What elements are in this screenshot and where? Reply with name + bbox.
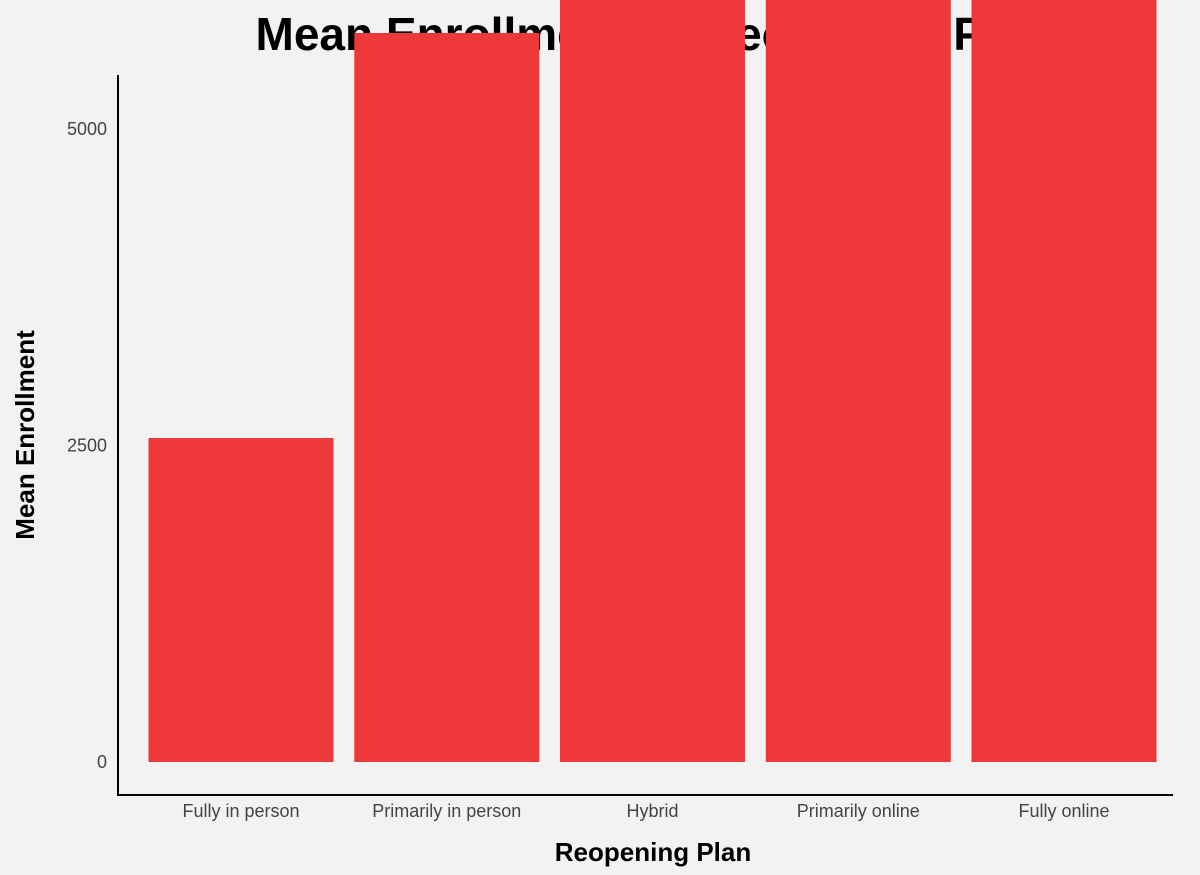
bar-fully-online bbox=[971, 0, 1157, 763]
y-tick-label: 2500 bbox=[67, 436, 107, 456]
bar-fully-in-person bbox=[148, 438, 334, 762]
x-tick-label: Hybrid bbox=[626, 801, 678, 821]
bar-primarily-online bbox=[765, 0, 951, 762]
bar-primarily-in-person bbox=[354, 33, 540, 762]
x-axis-ticks: Fully in person Primarily in person Hybrid… bbox=[182, 801, 1109, 821]
bars-group bbox=[148, 0, 1157, 763]
y-axis-ticks: 025005000750010000 bbox=[67, 119, 107, 772]
x-tick-label: Fully online bbox=[1018, 801, 1109, 821]
x-tick-label: Primarily in person bbox=[372, 801, 521, 821]
y-axis-title: Mean Enrollment bbox=[10, 330, 40, 540]
x-tick-label: Fully in person bbox=[182, 801, 299, 821]
y-tick-label: 0 bbox=[97, 752, 107, 772]
x-tick-label: Primarily online bbox=[797, 801, 920, 821]
x-axis-title: Reopening Plan bbox=[555, 837, 751, 867]
bar-hybrid bbox=[560, 0, 745, 762]
y-tick-label: 5000 bbox=[67, 119, 107, 139]
